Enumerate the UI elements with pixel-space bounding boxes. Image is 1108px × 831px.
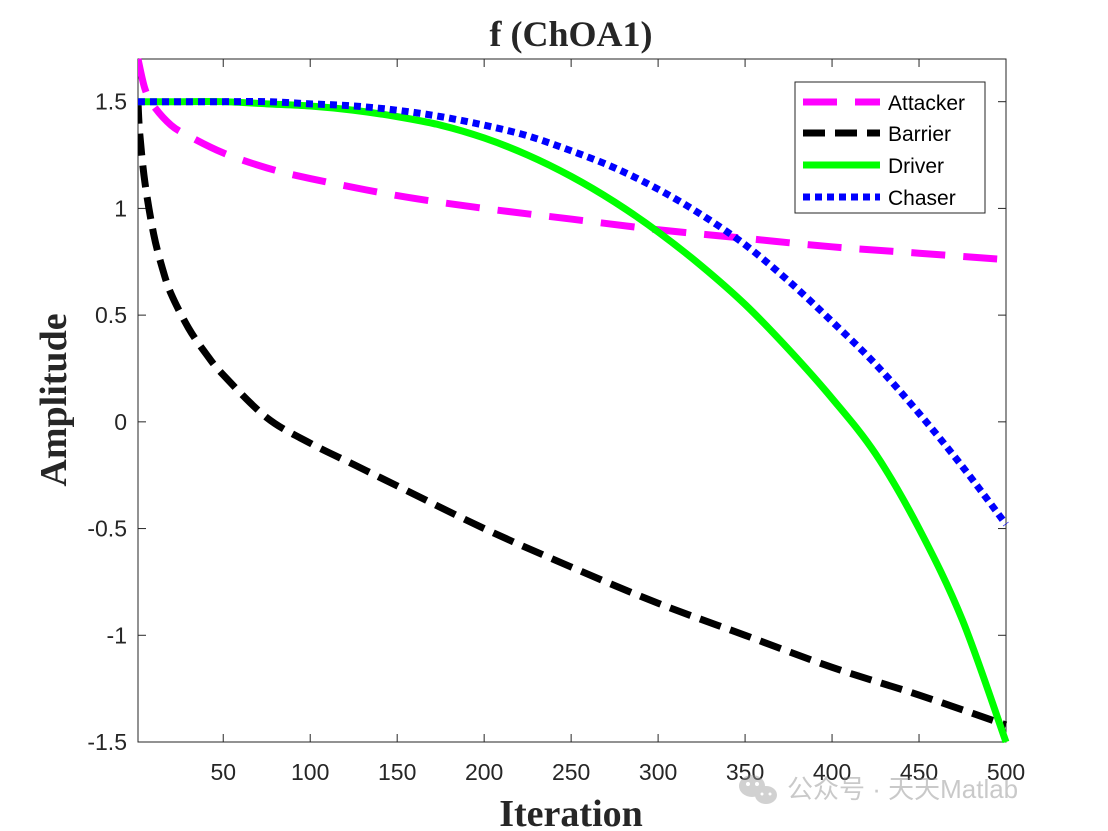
series-layer [138, 58, 1010, 744]
legend: Attacker Barrier Driver Chaser [794, 81, 986, 214]
series-line-chaser [138, 98, 1009, 527]
x-tick-label: 200 [465, 759, 503, 785]
x-tick-label: 250 [552, 759, 590, 785]
y-tick-label: -1 [107, 622, 127, 648]
x-tick-label: 450 [900, 759, 938, 785]
x-tick-label: 400 [813, 759, 851, 785]
legend-label-barrier: Barrier [888, 123, 951, 146]
y-tick-label: 0 [114, 409, 127, 435]
y-tick-label: 0.5 [95, 302, 127, 328]
x-tick-label: 300 [639, 759, 677, 785]
x-axis-label: Iteration [499, 793, 643, 831]
y-tick-label: 1 [114, 195, 127, 221]
legend-label-driver: Driver [888, 155, 944, 178]
y-axis-label: Amplitude [33, 313, 75, 486]
chart-title: f (ChOA1) [490, 14, 653, 54]
series-line-driver [138, 98, 1010, 744]
x-tick-label: 350 [726, 759, 764, 785]
x-tick-label: 50 [210, 759, 236, 785]
axis-ticks: 50 100 150 200 250 300 350 400 450 500 -1.5 -1 -0.5 0… [87, 59, 1025, 785]
y-tick-label: 1.5 [95, 89, 127, 115]
legend-label-attacker: Attacker [888, 92, 965, 115]
x-tick-label: 100 [291, 759, 329, 785]
x-tick-label: 500 [987, 759, 1025, 785]
watermark-text: 公众号 · 天天Matlab [787, 774, 1018, 804]
y-tick-label: -0.5 [87, 516, 127, 542]
wechat-icon [739, 775, 777, 804]
y-tick-label: -1.5 [87, 729, 127, 755]
watermark: 公众号 · 天天Matlab [739, 774, 1018, 804]
x-tick-label: 150 [378, 759, 416, 785]
series-line-barrier [138, 101, 1008, 729]
series-line-attacker [138, 58, 1007, 264]
legend-label-chaser: Chaser [888, 187, 956, 210]
